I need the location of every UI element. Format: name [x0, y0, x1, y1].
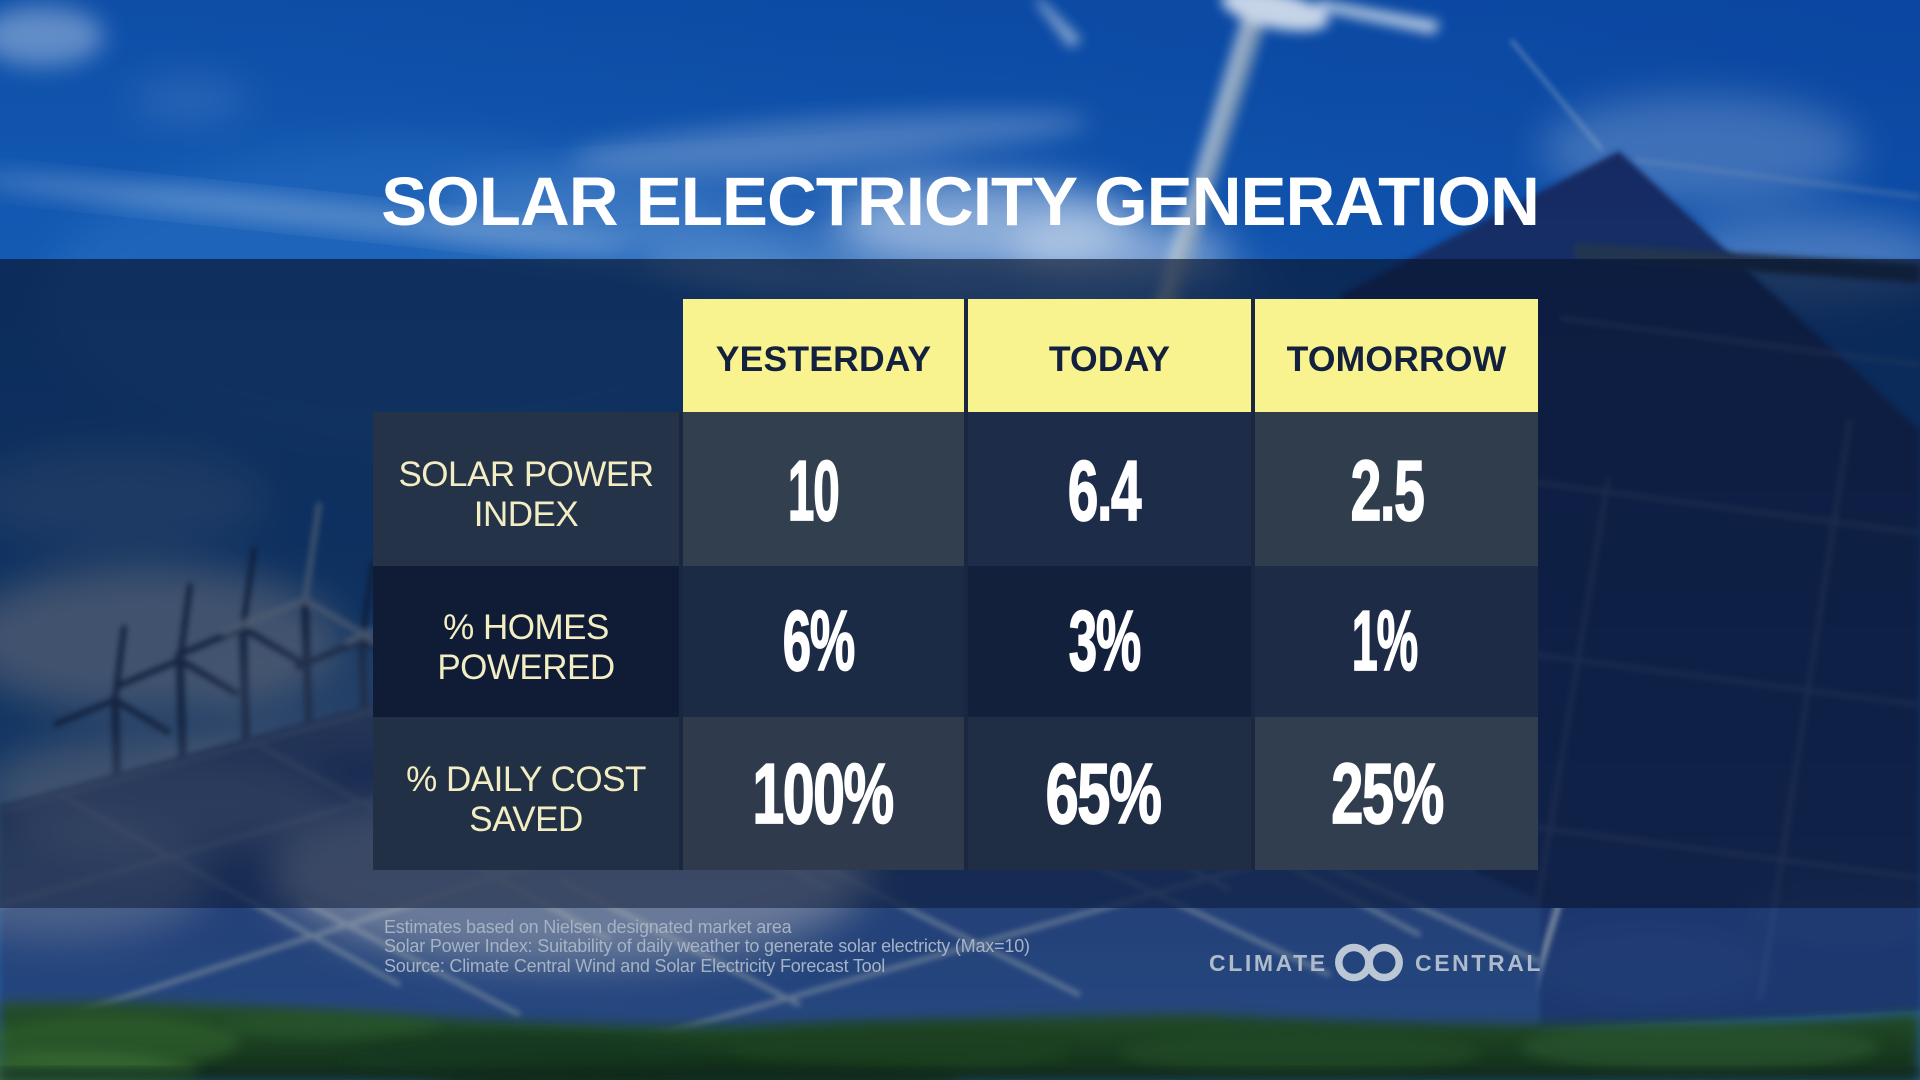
svg-text:CLIMATE: CLIMATE — [1209, 950, 1328, 976]
svg-text:CENTRAL: CENTRAL — [1415, 950, 1543, 976]
